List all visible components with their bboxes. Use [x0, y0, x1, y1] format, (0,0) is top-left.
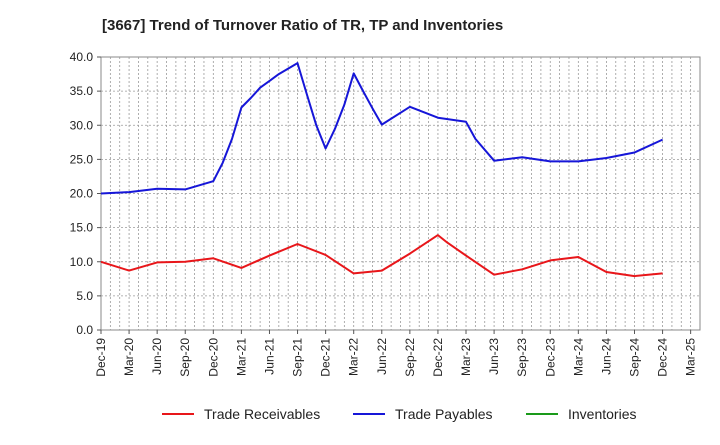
x-tick-label: Dec-23: [543, 338, 557, 377]
x-tick-label: Dec-24: [656, 338, 670, 377]
x-tick-label: Mar-20: [122, 338, 136, 376]
legend-label-2: Inventories: [568, 406, 636, 422]
x-tick-label: Dec-20: [206, 338, 220, 377]
x-tick-label: Mar-21: [234, 338, 248, 376]
x-tick-label: Mar-25: [684, 338, 698, 376]
x-tick-label: Sep-20: [178, 338, 192, 377]
y-tick-label: 10.0: [70, 255, 94, 269]
y-tick-label: 35.0: [70, 84, 94, 98]
x-tick-label: Mar-23: [459, 338, 473, 376]
legend: Trade Receivables Trade Payables Inventori…: [162, 406, 636, 422]
legend-label-1: Trade Payables: [395, 406, 493, 422]
y-tick-label: 15.0: [70, 221, 94, 235]
y-tick-label: 30.0: [70, 118, 94, 132]
y-axis: 0.0 5.0 10.0 15.0 20.0 25.0 30.0 35.0 40.0: [70, 50, 101, 337]
x-tick-label: Jun-21: [262, 338, 276, 375]
series-line-0: [100, 234, 663, 278]
grid-lines: [101, 57, 700, 330]
x-tick-label: Jun-22: [375, 338, 389, 375]
x-tick-label: Sep-23: [515, 338, 529, 377]
x-tick-label: Sep-22: [403, 338, 417, 377]
chart-title: [3667] Trend of Turnover Ratio of TR, TP…: [102, 17, 503, 34]
x-tick-label: Jun-24: [599, 338, 613, 375]
y-tick-label: 0.0: [76, 323, 93, 337]
y-tick-label: 40.0: [70, 50, 94, 64]
x-tick-label: Dec-22: [431, 338, 445, 377]
y-tick-label: 25.0: [70, 152, 94, 166]
x-tick-label: Mar-22: [347, 338, 361, 376]
series-line-1: [100, 62, 664, 195]
y-tick-label: 20.0: [70, 187, 94, 201]
series-lines: [100, 62, 664, 278]
x-axis: Dec-19 Mar-20 Jun-20 Sep-20 Dec-20 Mar-21 Jun-…: [94, 330, 698, 377]
x-tick-label: Sep-24: [627, 338, 641, 377]
x-tick-label: Dec-21: [319, 338, 333, 377]
y-tick-label: 5.0: [76, 289, 93, 303]
x-tick-label: Jun-23: [487, 338, 501, 375]
legend-label-0: Trade Receivables: [204, 406, 320, 422]
x-tick-label: Sep-21: [291, 338, 305, 377]
x-tick-label: Jun-20: [150, 338, 164, 375]
x-tick-label: Dec-19: [94, 338, 108, 377]
x-tick-label: Mar-24: [571, 338, 585, 376]
